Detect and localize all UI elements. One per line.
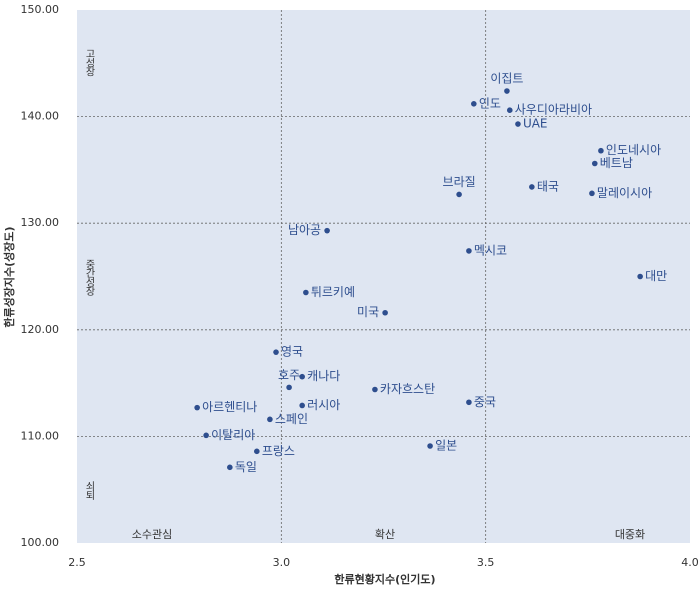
- point: [227, 464, 233, 471]
- point-label: 영국: [281, 345, 303, 359]
- point: [382, 309, 388, 316]
- point-label: 중국: [474, 395, 496, 409]
- y-tick-label: 140.00: [21, 110, 60, 123]
- point: [299, 373, 305, 380]
- point-label: 독일: [235, 460, 257, 474]
- point-label: 일본: [435, 438, 457, 452]
- point: [529, 184, 535, 190]
- x-tick-label: 4.0: [681, 556, 699, 569]
- point: [598, 147, 604, 154]
- point-label: 태국: [537, 179, 559, 193]
- point: [589, 190, 595, 197]
- point-label: 남아공: [288, 223, 321, 237]
- point: [515, 121, 521, 127]
- y-tick-label: 150.00: [21, 3, 60, 16]
- point-label: UAE: [523, 117, 548, 131]
- point-label: 사우디아라비아: [515, 103, 592, 117]
- point-label: 러시아: [307, 398, 340, 412]
- x-tick-label: 2.5: [68, 556, 86, 569]
- point-label: 카자흐스탄: [380, 382, 435, 396]
- point: [273, 349, 279, 355]
- point-label: 미국: [357, 305, 379, 319]
- point-label: 인도네시아: [606, 143, 661, 157]
- point-label: 아르헨티나: [202, 400, 257, 414]
- point-label: 이탈리아: [211, 428, 255, 442]
- y-axis-label: 한류성장지수(성장도): [2, 226, 16, 327]
- point-label: 튀르키예: [311, 285, 355, 299]
- point: [267, 416, 273, 423]
- point: [466, 399, 472, 406]
- point-label: 프랑스: [262, 444, 295, 458]
- point: [372, 386, 378, 393]
- point-label: 멕시코: [474, 243, 507, 257]
- y-tick-label: 100.00: [21, 536, 60, 549]
- point-label: 브라질: [443, 175, 476, 189]
- point: [456, 191, 462, 198]
- x-tick-label: 3.0: [273, 556, 291, 569]
- point: [506, 107, 513, 114]
- point: [591, 160, 598, 167]
- y-tick-label: 130.00: [21, 216, 60, 229]
- point-label: 이집트: [490, 72, 523, 86]
- point-label: 대만: [645, 269, 667, 283]
- x-tick-label: 3.5: [477, 556, 495, 569]
- point-label: 스페인: [275, 412, 308, 426]
- plot-area: [77, 10, 690, 543]
- region-label: 고성장: [83, 49, 95, 77]
- point: [254, 448, 260, 455]
- point-label: 인도: [479, 96, 501, 110]
- point-label: 말레이시아: [597, 186, 652, 200]
- point: [286, 384, 292, 391]
- point: [203, 432, 209, 439]
- point-label: 베트남: [600, 156, 633, 170]
- point: [466, 248, 472, 254]
- region-label: 대중화: [615, 528, 645, 541]
- region-label: 쇠퇴: [83, 481, 95, 501]
- point-label: 호주: [278, 368, 300, 382]
- point: [504, 88, 510, 94]
- point: [303, 289, 309, 296]
- region-label: 중간성장: [83, 259, 95, 296]
- point: [637, 273, 643, 280]
- point: [299, 402, 305, 409]
- point: [194, 404, 200, 411]
- point: [471, 101, 477, 107]
- x-axis-label: 한류현황지수(인기도): [334, 572, 435, 586]
- point: [324, 227, 330, 234]
- region-label: 확산: [375, 528, 395, 541]
- region-label: 소수관심: [132, 528, 172, 541]
- point: [427, 443, 433, 449]
- y-tick-label: 120.00: [21, 323, 60, 336]
- y-tick-label: 110.00: [21, 429, 60, 442]
- point-label: 캐나다: [307, 369, 340, 383]
